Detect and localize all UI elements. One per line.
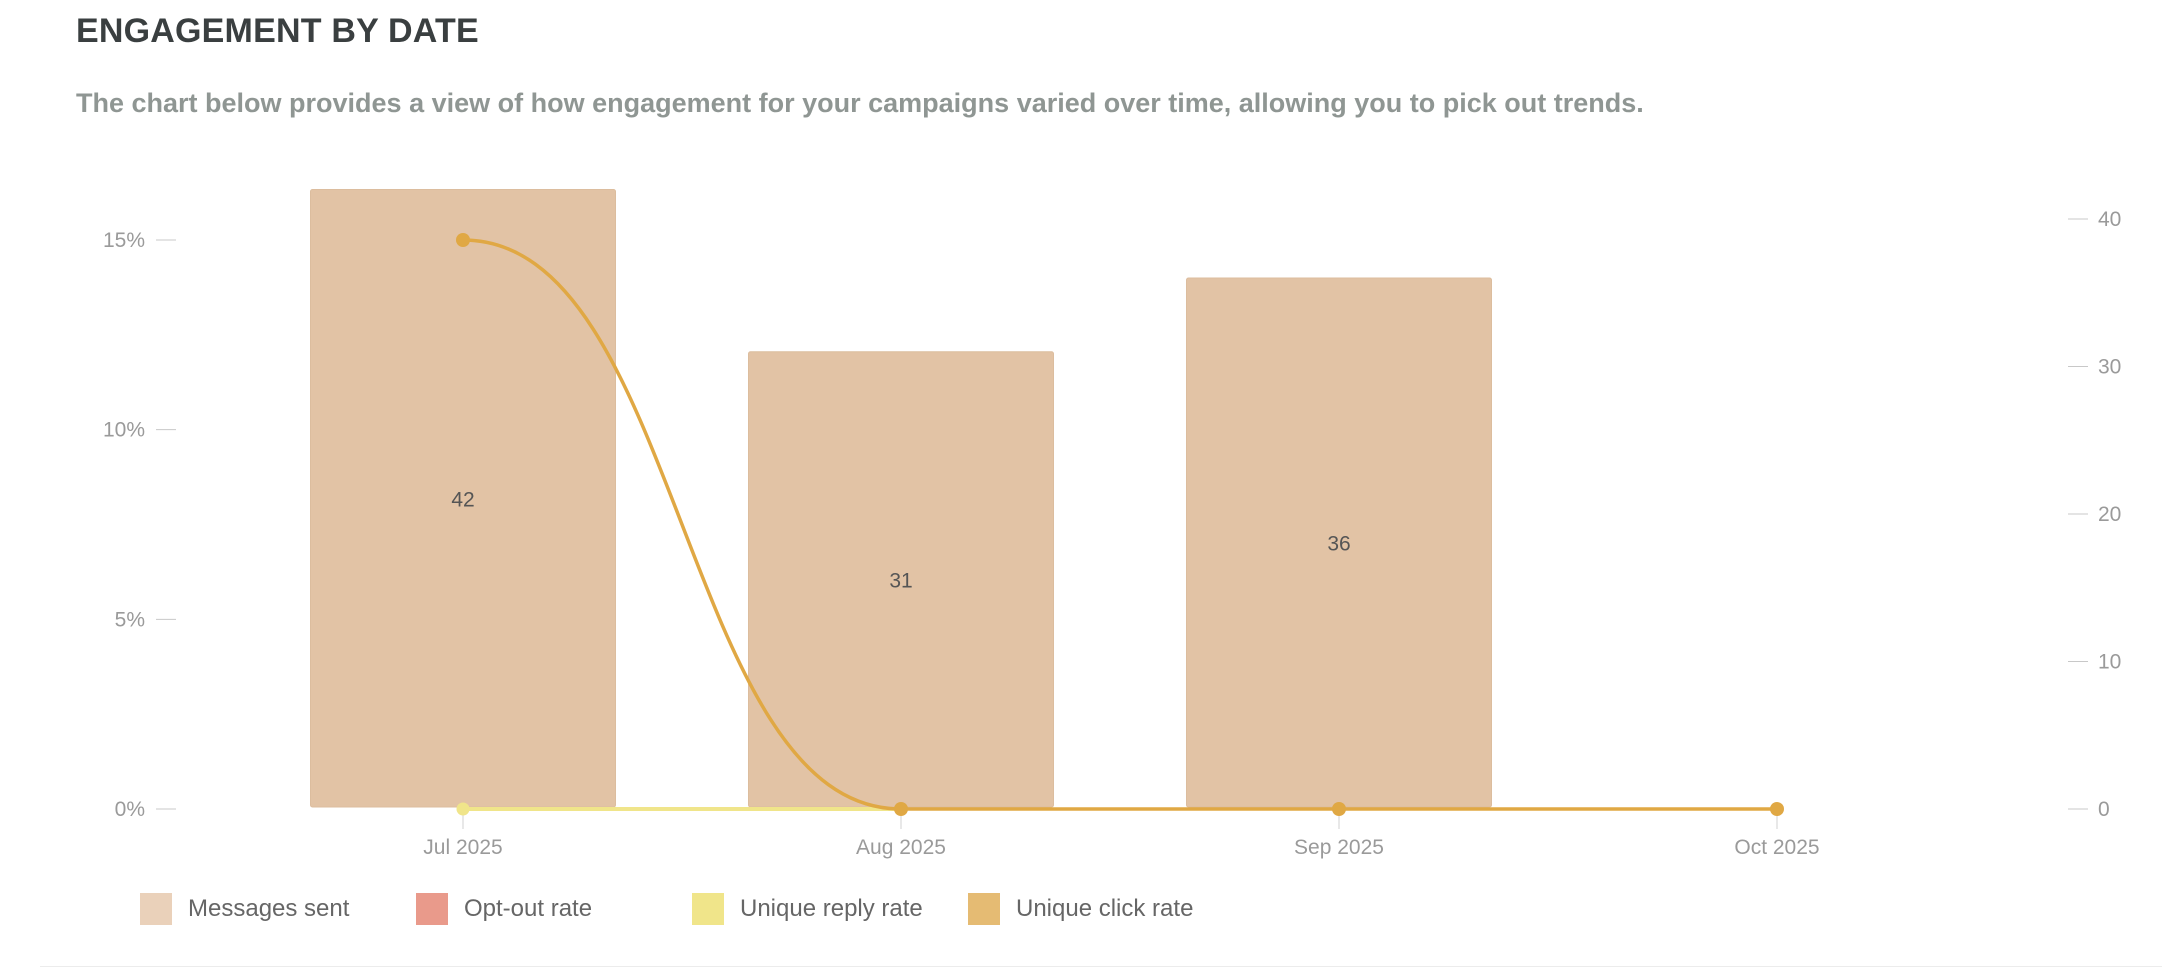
legend-swatch-unique-click-rate — [968, 893, 1000, 925]
x-axis-tick-label: Jul 2025 — [423, 836, 502, 859]
right-axis-tick-label: 40 — [2098, 208, 2121, 231]
left-axis-tick-label: 10% — [103, 419, 145, 442]
legend-label-unique-reply-rate: Unique reply rate — [740, 895, 923, 922]
right-axis-tick-label: 0 — [2098, 798, 2110, 821]
legend-item-unique-reply-rate[interactable]: Unique reply rate — [692, 893, 928, 925]
bar-value-label: 31 — [889, 569, 912, 592]
legend-label-opt-out-rate: Opt-out rate — [464, 895, 593, 922]
page-subtitle: The chart below provides a view of how e… — [76, 88, 1644, 118]
left-axis-tick-label: 0% — [115, 798, 145, 821]
legend-item-opt-out-rate[interactable]: Opt-out rate — [416, 893, 644, 925]
point-unique-reply-rate — [456, 802, 470, 816]
point-unique-click-rate — [1770, 802, 1784, 816]
chart-legend: Messages sent Opt-out rate Unique reply … — [140, 892, 1241, 926]
legend-item-unique-click-rate[interactable]: Unique click rate — [968, 893, 1193, 925]
section-divider — [40, 966, 2162, 967]
left-axis-tick-label: 15% — [103, 229, 145, 252]
bar-value-label: 42 — [451, 488, 474, 511]
point-unique-click-rate — [456, 233, 470, 247]
line-unique-click-rate — [462, 238, 1777, 811]
point-unique-click-rate — [1332, 802, 1346, 816]
legend-label-messages-sent: Messages sent — [188, 895, 350, 922]
left-axis-tick-label: 5% — [115, 608, 145, 631]
legend-swatch-unique-reply-rate — [692, 893, 724, 925]
page-title: ENGAGEMENT BY DATE — [76, 12, 479, 50]
right-axis-tick-label: 10 — [2098, 651, 2121, 674]
right-axis-tick-label: 30 — [2098, 356, 2121, 379]
point-unique-click-rate — [894, 802, 908, 816]
x-axis-tick-label: Aug 2025 — [856, 836, 946, 859]
legend-item-messages-sent[interactable]: Messages sent — [140, 893, 368, 925]
legend-swatch-messages-sent — [140, 893, 172, 925]
engagement-chart: 0% 5% 10% 15% 0 10 20 30 40 Jul 2025 Aug 2025 Sep 2… — [103, 189, 2121, 859]
legend-label-unique-click-rate: Unique click rate — [1016, 895, 1194, 922]
legend-swatch-opt-out-rate — [416, 893, 448, 925]
bar-value-label: 36 — [1327, 533, 1350, 556]
x-axis-tick-label: Oct 2025 — [1734, 836, 1819, 859]
x-axis-tick-label: Sep 2025 — [1294, 836, 1384, 859]
right-axis-tick-label: 20 — [2098, 503, 2121, 526]
